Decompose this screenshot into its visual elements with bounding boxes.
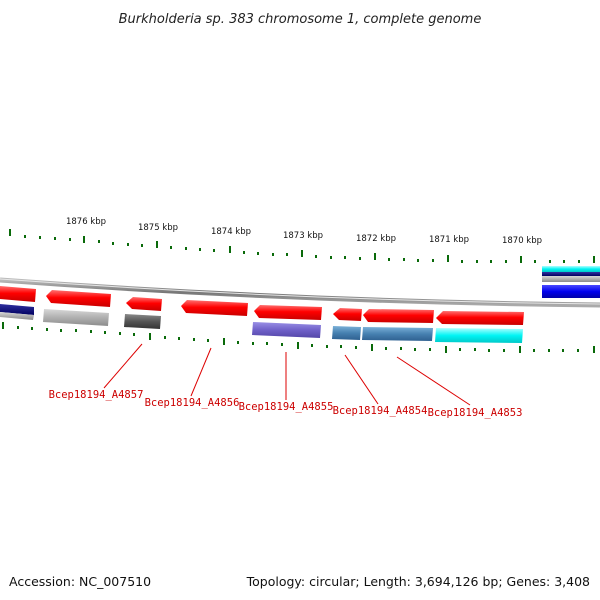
cds-arrow — [181, 300, 248, 316]
scale-label: 1875 kbp — [138, 223, 178, 233]
genome-backbone-highlight — [0, 278, 600, 305]
cds-arrow — [126, 297, 162, 311]
cog-box — [252, 322, 321, 338]
map-title: Burkholderia sp. 383 chromosome 1, compl… — [119, 12, 482, 27]
gene-label[interactable]: Bcep18194_A4854 — [333, 405, 428, 417]
cog-track — [0, 266, 600, 343]
cog-box — [542, 272, 600, 276]
cog-box — [362, 327, 433, 341]
scale-label: 1870 kbp — [502, 236, 542, 246]
gene-label[interactable]: Bcep18194_A4855 — [239, 401, 334, 413]
leader-line — [103, 343, 143, 389]
cog-box — [43, 309, 109, 326]
cog-box — [542, 276, 600, 282]
accession-text: Accession: NC_007510 — [9, 574, 152, 589]
cds-arrow — [436, 311, 524, 325]
cog-box — [332, 326, 361, 340]
scale-ticks-outer — [9, 229, 595, 263]
cds-arrow — [254, 305, 322, 320]
cds-arrow — [363, 309, 434, 323]
gene-label[interactable]: Bcep18194_A4853 — [428, 407, 523, 419]
leader-line — [344, 354, 379, 405]
leader-lines — [103, 343, 471, 406]
gene-label[interactable]: Bcep18194_A4857 — [49, 389, 144, 401]
genome-summary-text: Topology: circular; Length: 3,694,126 bp… — [246, 574, 590, 589]
gene-labels: Bcep18194_A4857 Bcep18194_A4856 Bcep1819… — [49, 389, 523, 419]
scale-label: 1874 kbp — [211, 227, 251, 237]
genome-backbone — [0, 277, 600, 308]
cog-box — [435, 328, 523, 343]
leader-line — [190, 347, 212, 397]
cog-box — [0, 304, 34, 315]
cds-arrow — [46, 290, 111, 307]
cog-box — [542, 266, 600, 272]
cds-arrow — [0, 286, 36, 302]
cog-box — [542, 285, 600, 298]
scale-labels: 1876 kbp 1875 kbp 1874 kbp 1873 kbp 1872… — [66, 217, 542, 246]
cds-arrow — [333, 308, 362, 321]
scale-label: 1871 kbp — [429, 235, 469, 245]
cog-box — [124, 314, 161, 329]
scale-label: 1876 kbp — [66, 217, 106, 227]
cds-track — [0, 286, 524, 325]
scale-ticks-inner — [2, 322, 595, 353]
cog-box — [0, 312, 34, 320]
scale-label: 1873 kbp — [283, 231, 323, 241]
leader-line — [396, 356, 471, 406]
gene-label[interactable]: Bcep18194_A4856 — [145, 397, 240, 409]
scale-label: 1872 kbp — [356, 234, 396, 244]
